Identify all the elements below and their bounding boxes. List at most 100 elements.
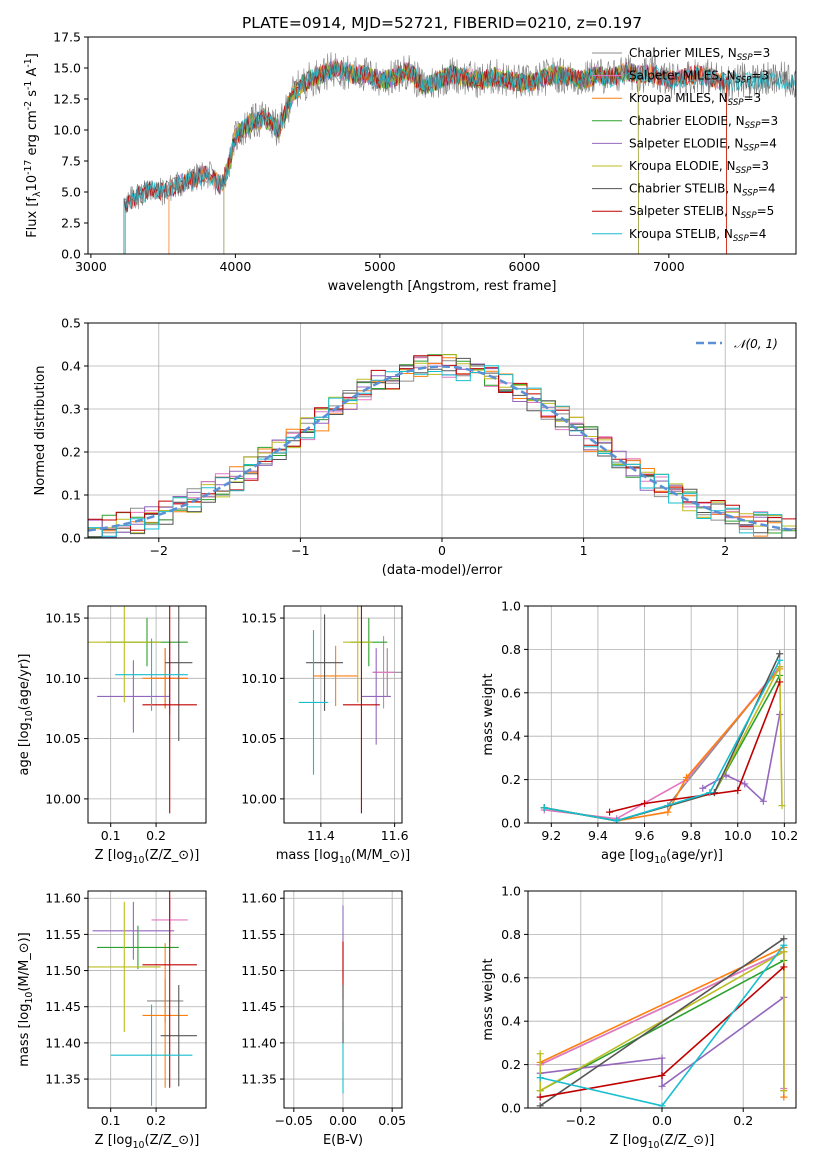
weight-marker	[536, 1093, 544, 1101]
age_vs_mass-panel: 11.4 11.6 10.00 10.05 10.10 10.15 mass [log10(…	[241, 605, 410, 866]
weight-marker	[613, 817, 621, 823]
mass_weight_vs_age-xlabel: age [log10(age/yr)]	[601, 848, 723, 866]
age_vs_Z-ytick-label: 10.10	[45, 671, 81, 686]
mass_vs_Z-xlabel: Z [log10(Z/Z_⊙)]	[95, 1133, 200, 1151]
mass_vs_Z-ytick-label: 11.55	[45, 927, 81, 942]
spectrum-xtick-label: 3000	[75, 259, 107, 274]
mass_weight_vs_Z-xtick-label: 0.2	[733, 1113, 753, 1128]
spectrum-ytick-label: 5.0	[61, 185, 81, 200]
mass_weight_vs_Z-ytick-label: 0.2	[501, 1057, 521, 1072]
age_vs_mass-plot-area	[298, 606, 402, 814]
weight-marker	[776, 678, 784, 686]
spectrum-ytick-label: 7.5	[61, 154, 81, 169]
mass_weight_vs_Z-ytick-label: 0.8	[501, 927, 521, 942]
mass_weight_vs_age-ytick-label: 0.4	[501, 729, 521, 744]
residuals-xtick-label: 0	[438, 543, 446, 558]
spectrum-plot-area	[123, 52, 796, 254]
mass_vs_Z-panel: 0.1 0.2 11.35 11.40 11.45 11.50 11.55 11.60 Z [l…	[17, 890, 207, 1151]
age_vs_Z-ytick-label: 10.05	[45, 731, 81, 746]
residuals-ytick-label: 0.5	[61, 316, 81, 331]
weight-marker	[759, 797, 767, 805]
histogram-step	[88, 365, 796, 538]
spectrum-frame	[87, 36, 797, 255]
legend-entry: Chabrier MILES, NSSP=3	[629, 46, 770, 63]
legend-entry: Salpeter MILES, NSSP=3	[629, 69, 769, 86]
mass_vs_ebv-ytick-label: 11.50	[241, 963, 277, 978]
residuals-ytick-label: 0.4	[61, 359, 81, 374]
weight-marker	[682, 773, 690, 781]
mass_weight_vs_age-panel: 9.2 9.4 9.6 9.8 10.0 10.2 0.0 0.2 0.4 0.6 0.8 1.0 ag…	[481, 599, 798, 867]
mass_vs_ebv-ytick-label: 11.60	[241, 891, 277, 906]
weight-marker	[780, 1093, 788, 1101]
age_vs_Z-panel: 0.1 0.2 10.00 10.05 10.10 10.15 Z [log10(Z/Z_⊙…	[17, 605, 207, 866]
legend-entry: 𝒩(0, 1)	[734, 337, 778, 351]
mass_vs_ebv-panel: −0.05 0.00 0.05 11.35 11.40 11.45 11.50 11.55 11…	[241, 890, 406, 1148]
residuals-ytick-label: 0.1	[61, 488, 81, 503]
mass_weight_vs_age-xtick-label: 9.2	[541, 828, 561, 843]
mass_vs_ebv-ytick-label: 11.55	[241, 927, 277, 942]
age_vs_Z-xtick-label: 0.1	[101, 828, 121, 843]
spectrum-ylabel: Flux [fλ10-17 erg cm-2 s-1 A-1]	[23, 53, 43, 238]
legend-entry: Chabrier STELIB, NSSP=4	[629, 182, 776, 199]
age_vs_Z-ylabel: age [log10(age/yr)]	[17, 654, 35, 776]
legend-entry: Chabrier ELODIE, NSSP=3	[629, 114, 778, 131]
weight-marker	[658, 1102, 666, 1108]
weight-marker	[776, 656, 784, 664]
weight-marker	[780, 963, 788, 971]
residuals-ytick-label: 0.3	[61, 402, 81, 417]
spectrum-xtick-label: 6000	[508, 259, 540, 274]
mass_vs_Z-ytick-label: 11.35	[45, 1072, 81, 1087]
mass_weight_vs_age-xtick-label: 9.8	[681, 828, 701, 843]
spectrum-ytick-label: 15.0	[53, 61, 81, 76]
mass_vs_Z-frame	[87, 890, 207, 1109]
legend-entry: Kroupa STELIB, NSSP=4	[629, 227, 766, 244]
age_vs_mass-ytick-label: 10.15	[241, 611, 277, 626]
spectrum-ytick-label: 0.0	[61, 247, 81, 262]
mass_vs_Z-plot-area	[88, 891, 197, 1106]
spectrum-ytick-label: 17.5	[53, 30, 81, 45]
mass_vs_ebv-ytick-label: 11.45	[241, 999, 277, 1014]
mass_weight_vs_age-xtick-label: 9.6	[635, 828, 655, 843]
residuals-xlabel: (data-model)/error	[382, 563, 503, 578]
weight-marker	[536, 1087, 544, 1095]
mass_vs_Z-ytick-label: 11.45	[45, 999, 81, 1014]
weight-line	[539, 938, 785, 1107]
mass_weight_vs_age-ytick-label: 0.2	[501, 772, 521, 787]
mass_weight_vs_age-plot-area	[540, 650, 786, 823]
mass_vs_Z-ytick-label: 11.40	[45, 1035, 81, 1050]
weight-marker	[658, 1054, 666, 1062]
mass_weight_vs_Z-ytick-label: 0.0	[501, 1101, 521, 1116]
residuals-legend: 𝒩(0, 1)	[696, 337, 778, 351]
residuals-xtick-label: −1	[291, 543, 309, 558]
mass_weight_vs_age-ylabel: mass weight	[481, 673, 496, 755]
mass_weight_vs_age-ytick-label: 0.0	[501, 816, 521, 831]
weight-marker	[658, 1082, 666, 1090]
mass_vs_ebv-xlabel: E(B-V)	[323, 1133, 363, 1148]
figure-title: PLATE=0914, MJD=52721, FIBERID=0210, z=0…	[242, 14, 642, 32]
legend-entry: Salpeter STELIB, NSSP=5	[629, 204, 774, 221]
age_vs_Z-frame	[87, 605, 207, 824]
weight-marker	[536, 1102, 544, 1108]
weight-line	[609, 681, 781, 813]
mass_vs_ebv-ytick-label: 11.35	[241, 1072, 277, 1087]
age_vs_Z-ytick-label: 10.00	[45, 791, 81, 806]
weight-marker	[780, 941, 788, 949]
residuals-plot-area	[88, 354, 796, 538]
spectrum-ytick-label: 10.0	[53, 123, 81, 138]
spectrum-xtick-label: 7000	[653, 259, 685, 274]
weight-marker	[664, 808, 672, 816]
weight-marker	[699, 784, 707, 792]
residuals-xtick-label: −2	[150, 543, 168, 558]
spectrum-panel: 3000 4000 5000 6000 7000 0.0 2.5 5.0 7.5 10.0 12.5…	[23, 30, 797, 294]
mass_vs_Z-xtick-label: 0.2	[146, 1113, 166, 1128]
weight-marker	[776, 663, 784, 671]
age_vs_Z-ytick-label: 10.15	[45, 611, 81, 626]
spectrum-ytick-label: 12.5	[53, 92, 81, 107]
chart-panels: 3000 4000 5000 6000 70000.02.55.07.510.012.5…	[17, 30, 798, 1152]
mass_weight_vs_Z-xlabel: Z [log10(Z/Z_⊙)]	[610, 1133, 715, 1151]
residuals-ytick-label: 0.0	[61, 531, 81, 546]
mass_vs_Z-ytick-label: 11.60	[45, 891, 81, 906]
weight-marker	[540, 804, 548, 812]
spectrum-legend: Chabrier MILES, NSSP=3 Salpeter MILES, NS…	[592, 46, 778, 244]
mass_weight_vs_age-ytick-label: 0.8	[501, 642, 521, 657]
